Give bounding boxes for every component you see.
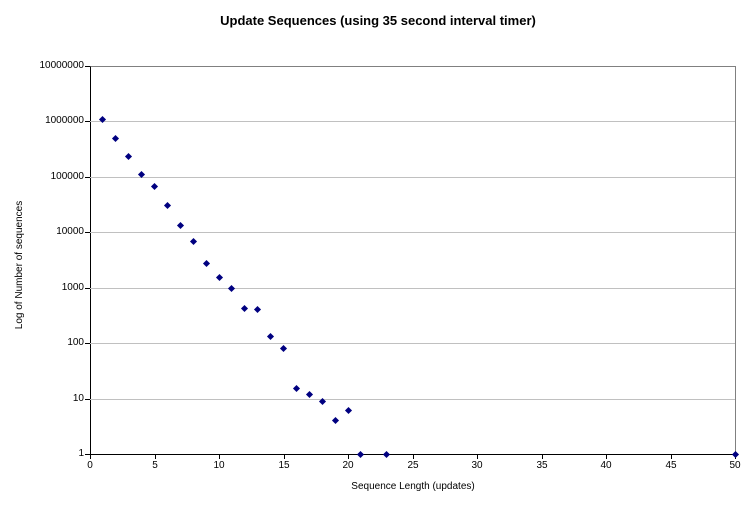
x-tick-label: 0 xyxy=(87,460,93,471)
y-tick-mark xyxy=(85,288,90,289)
x-tick-label: 20 xyxy=(342,460,354,471)
y-tick-mark xyxy=(85,343,90,344)
x-tick-label: 45 xyxy=(665,460,677,471)
x-tick-mark xyxy=(348,455,349,459)
x-tick-mark xyxy=(413,455,414,459)
y-tick-mark xyxy=(85,66,90,67)
y-tick-label: 1000 xyxy=(61,282,84,293)
x-tick-label: 35 xyxy=(536,460,548,471)
y-tick-mark xyxy=(85,232,90,233)
x-tick-label: 10 xyxy=(213,460,225,471)
y-tick-label: 1000000 xyxy=(45,115,84,126)
x-tick-mark xyxy=(90,455,91,459)
x-tick-mark xyxy=(284,455,285,459)
y-tick-mark xyxy=(85,177,90,178)
y-tick-label: 10000000 xyxy=(39,60,85,71)
y-gridline xyxy=(90,121,735,122)
y-gridline xyxy=(90,232,735,233)
x-tick-label: 5 xyxy=(152,460,158,471)
x-tick-label: 15 xyxy=(278,460,290,471)
y-tick-label: 100000 xyxy=(50,171,84,182)
x-axis-title: Sequence Length (updates) xyxy=(351,481,475,492)
y-tick-label: 1 xyxy=(78,448,84,459)
x-tick-mark xyxy=(219,455,220,459)
y-tick-mark xyxy=(85,454,90,455)
x-tick-label: 30 xyxy=(471,460,483,471)
y-gridline xyxy=(90,288,735,289)
x-tick-label: 50 xyxy=(729,460,741,471)
x-tick-mark xyxy=(542,455,543,459)
y-tick-label: 100 xyxy=(67,337,84,348)
y-tick-label: 10000 xyxy=(56,226,84,237)
y-tick-mark xyxy=(85,399,90,400)
x-tick-mark xyxy=(671,455,672,459)
x-tick-mark xyxy=(155,455,156,459)
plot-area xyxy=(90,66,736,455)
x-tick-mark xyxy=(477,455,478,459)
y-tick-label: 10 xyxy=(72,393,84,404)
y-tick-mark xyxy=(85,121,90,122)
y-gridline xyxy=(90,399,735,400)
y-gridline xyxy=(90,343,735,344)
x-tick-mark xyxy=(606,455,607,459)
x-tick-label: 40 xyxy=(600,460,612,471)
chart-title: Update Sequences (using 35 second interv… xyxy=(220,13,536,28)
y-gridline xyxy=(90,177,735,178)
x-tick-label: 25 xyxy=(407,460,419,471)
